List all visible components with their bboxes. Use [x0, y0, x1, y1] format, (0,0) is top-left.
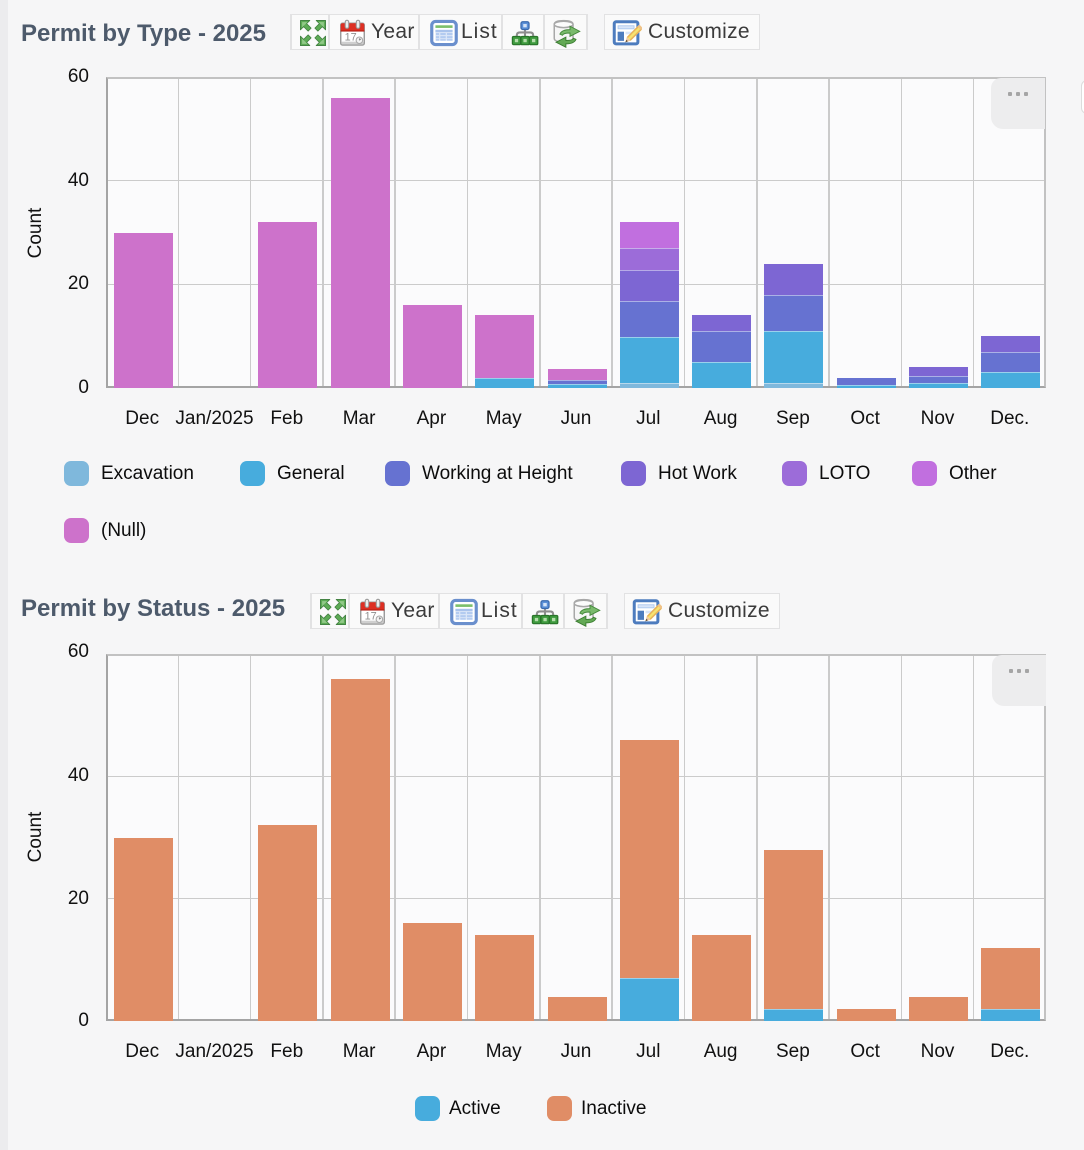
svg-text:17: 17	[345, 31, 357, 43]
svg-text:17: 17	[365, 610, 377, 622]
